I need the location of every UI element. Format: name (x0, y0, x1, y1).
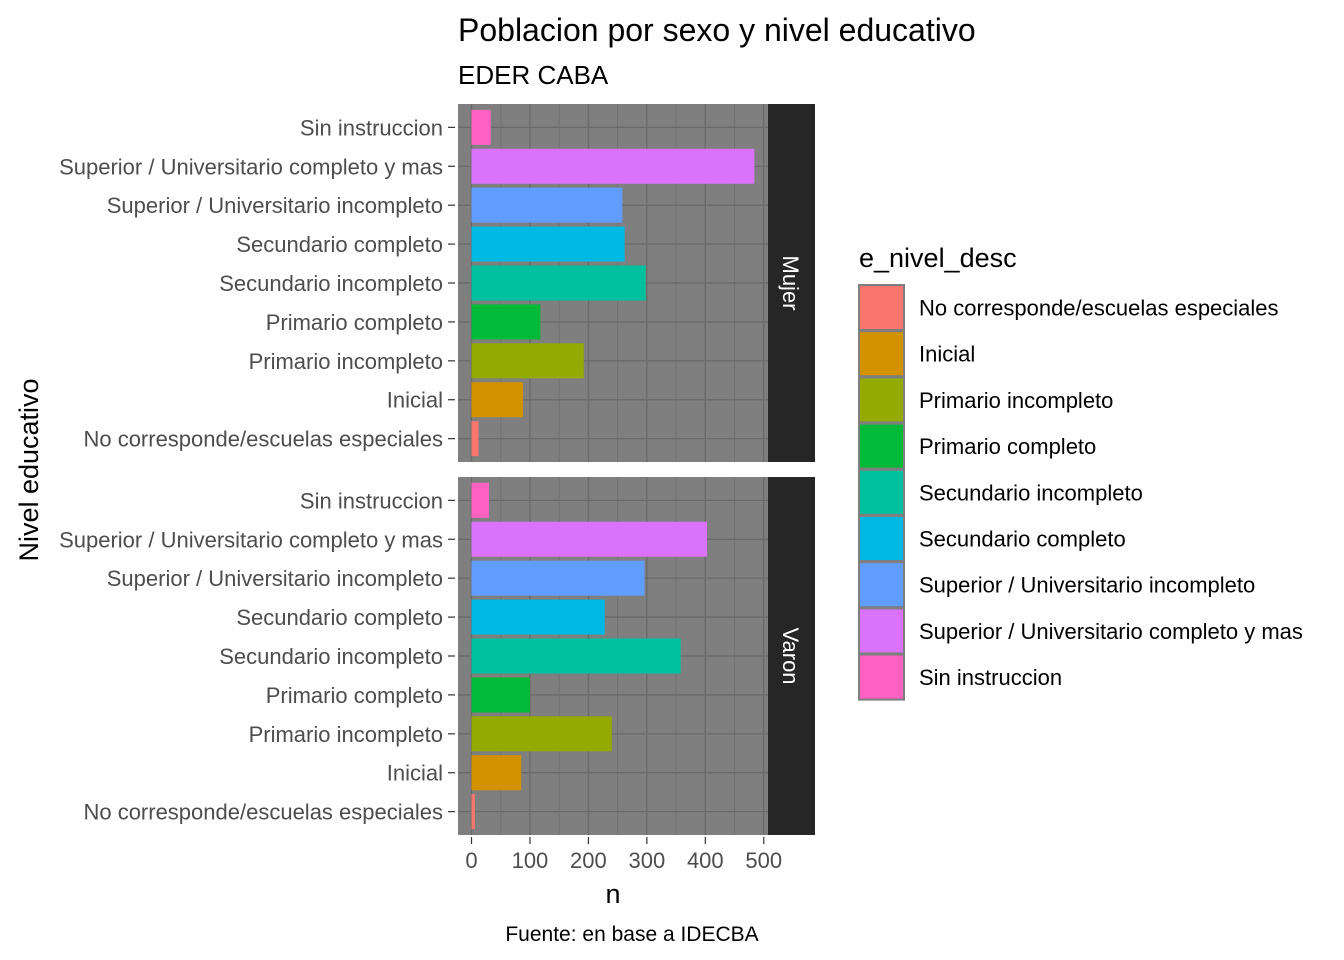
bar-mujer-4 (471, 265, 646, 301)
legend-swatch (858, 561, 905, 609)
x-tick-label: 500 (745, 848, 782, 873)
y-tick-label: Sin instruccion (300, 115, 443, 140)
x-tick-label: 0 (465, 848, 477, 873)
legend-label: Secundario incompleto (919, 480, 1143, 505)
y-tick-label: No corresponde/escuelas especiales (83, 800, 443, 825)
legend-swatch (858, 607, 905, 655)
bar-mujer-1 (471, 382, 523, 418)
facet-strip (768, 477, 815, 835)
y-tick-label: Superior / Universitario incompleto (107, 193, 443, 218)
y-tick-label: Secundario completo (236, 605, 443, 630)
legend-item: Secundario completo (858, 515, 1126, 562)
legend-item: No corresponde/escuelas especiales (858, 284, 1279, 331)
bar-varon-0 (471, 794, 476, 830)
bar-varon-2 (471, 716, 612, 752)
facet-panel-mujer: No corresponde/escuelas especiales Inicia… (59, 104, 815, 462)
legend-swatch (858, 284, 905, 331)
chart-title: Poblacion por sexo y nivel educativo (458, 12, 976, 48)
legend-swatch (858, 653, 905, 701)
facet-strip-label: Mujer (778, 255, 803, 310)
y-axis-title: Nivel educativo (14, 378, 44, 561)
x-tick-label: 300 (628, 848, 665, 873)
y-tick-label: Primario completo (266, 310, 443, 335)
y-tick-label: Sin instruccion (300, 488, 443, 513)
legend-item: Superior / Universitario incompleto (858, 561, 1255, 609)
x-tick-label: 400 (687, 848, 724, 873)
y-tick-label: Primario incompleto (249, 349, 443, 374)
legend-title: e_nivel_desc (859, 243, 1017, 273)
bar-mujer-2 (471, 343, 584, 379)
legend-item: Sin instruccion (858, 653, 1062, 701)
bar-varon-8 (471, 482, 490, 518)
legend-label: Primario completo (919, 434, 1096, 459)
facet-strip (768, 104, 815, 462)
bar-varon-5 (471, 599, 605, 635)
y-tick-label: Secundario incompleto (219, 271, 443, 296)
legend-swatch (858, 468, 905, 516)
chart-caption: Fuente: en base a IDECBA (505, 923, 758, 946)
legend-label: Primario incompleto (919, 388, 1113, 413)
x-tick-label: 200 (570, 848, 607, 873)
legend-item: Primario completo (858, 422, 1096, 470)
x-tick-label: 100 (512, 848, 549, 873)
bar-mujer-0 (471, 421, 479, 457)
legend-swatch (858, 376, 905, 424)
legend-swatch (858, 515, 905, 562)
y-tick-label: Primario incompleto (249, 722, 443, 747)
facet-panels: No corresponde/escuelas especiales Inicia… (59, 104, 815, 835)
bar-varon-3 (471, 677, 530, 713)
legend-label: Superior / Universitario completo y mas (919, 619, 1303, 644)
legend: e_nivel_desc No corresponde/escuelas esp… (858, 243, 1303, 701)
facet-strip-label: Varon (778, 627, 803, 684)
bar-mujer-5 (471, 226, 625, 262)
y-tick-label: Superior / Universitario completo y mas (59, 527, 443, 552)
legend-label: Inicial (919, 342, 975, 367)
bar-varon-6 (471, 560, 645, 596)
bar-mujer-6 (471, 187, 623, 223)
x-axis-title: n (605, 879, 620, 909)
y-tick-label: Inicial (387, 761, 443, 786)
legend-swatch (858, 330, 905, 378)
legend-item: Secundario incompleto (858, 468, 1143, 516)
legend-label: No corresponde/escuelas especiales (919, 296, 1279, 321)
x-axis: 0 100 200 300 400 500 (465, 837, 782, 873)
y-tick-label: Inicial (387, 388, 443, 413)
legend-item: Primario incompleto (858, 376, 1113, 424)
legend-label: Superior / Universitario incompleto (919, 573, 1255, 598)
y-tick-label: Superior / Universitario completo y mas (59, 154, 443, 179)
bar-varon-1 (471, 755, 522, 791)
bar-mujer-3 (471, 304, 541, 340)
facet-panel-varon: No corresponde/escuelas especiales Inicia… (59, 477, 815, 835)
y-tick-label: Primario completo (266, 683, 443, 708)
y-tick-label: Secundario completo (236, 232, 443, 257)
legend-item: Superior / Universitario completo y mas (858, 607, 1303, 655)
y-tick-label: No corresponde/escuelas especiales (83, 427, 443, 452)
legend-swatch (858, 422, 905, 470)
y-tick-label: Superior / Universitario incompleto (107, 566, 443, 591)
bar-mujer-7 (471, 148, 755, 184)
legend-label: Sin instruccion (919, 665, 1062, 690)
bar-varon-7 (471, 521, 708, 557)
legend-label: Secundario completo (919, 527, 1126, 552)
bar-mujer-8 (471, 109, 491, 145)
chart-subtitle: EDER CABA (458, 60, 609, 90)
legend-item: Inicial (858, 330, 975, 378)
y-tick-label: Secundario incompleto (219, 644, 443, 669)
bar-varon-4 (471, 638, 681, 674)
